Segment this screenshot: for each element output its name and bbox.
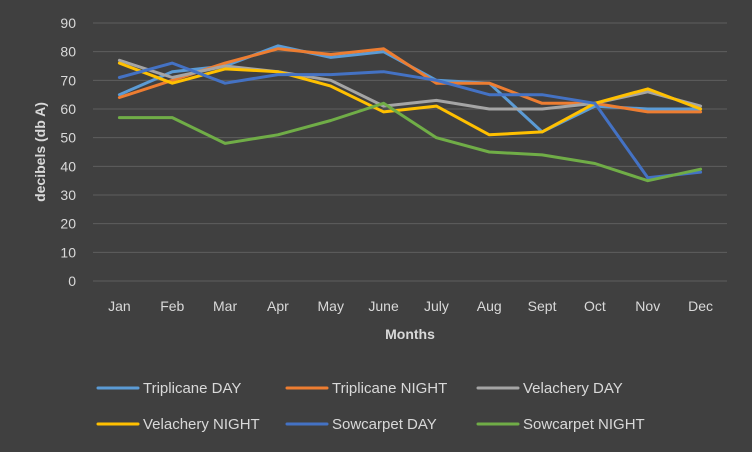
x-tick-label: Mar <box>213 298 237 314</box>
x-tick-label: Apr <box>267 298 289 314</box>
y-tick-label: 90 <box>60 15 76 31</box>
series-line-4 <box>117 61 703 137</box>
series-lines <box>117 44 703 183</box>
x-axis-title: Months <box>385 326 435 342</box>
legend-label: Velachery DAY <box>523 380 623 397</box>
y-tick-label: 20 <box>60 216 76 232</box>
legend-label: Sowcarpet DAY <box>332 416 437 433</box>
y-tick-label: 80 <box>60 44 76 60</box>
gridlines <box>93 22 727 282</box>
legend-label: Triplicane DAY <box>143 380 241 397</box>
legend-label: Velachery NIGHT <box>143 416 260 433</box>
x-tick-label: June <box>368 298 399 314</box>
legend-label: Sowcarpet NIGHT <box>523 416 645 433</box>
x-tick-label: May <box>318 298 344 314</box>
series-line-5 <box>117 61 703 180</box>
x-tick-label: July <box>424 298 449 314</box>
x-tick-label: Feb <box>160 298 184 314</box>
y-axis-title: decibels (db A) <box>32 102 48 202</box>
y-tick-label: 60 <box>60 101 76 117</box>
series-line-2 <box>117 47 703 114</box>
legend: Triplicane DAY Triplicane NIGHT Velachery … <box>96 380 645 433</box>
y-tick-label: 70 <box>60 72 76 88</box>
y-tick-label: 40 <box>60 158 76 174</box>
x-axis-ticks: Jan Feb Mar Apr May June July Aug Sept Oct Nov Dec <box>108 298 713 314</box>
y-tick-label: 0 <box>68 273 76 289</box>
y-axis-ticks: 0 10 20 30 40 50 60 70 80 90 <box>60 15 76 289</box>
x-tick-label: Sept <box>528 298 557 314</box>
x-tick-label: Jan <box>108 298 131 314</box>
y-tick-label: 50 <box>60 130 76 146</box>
y-tick-label: 10 <box>60 244 76 260</box>
x-tick-label: Oct <box>584 298 606 314</box>
x-tick-label: Aug <box>477 298 502 314</box>
y-tick-label: 30 <box>60 187 76 203</box>
series-line-6 <box>117 101 703 183</box>
legend-label: Triplicane NIGHT <box>332 380 447 397</box>
x-tick-label: Nov <box>635 298 660 314</box>
x-tick-label: Dec <box>688 298 713 314</box>
